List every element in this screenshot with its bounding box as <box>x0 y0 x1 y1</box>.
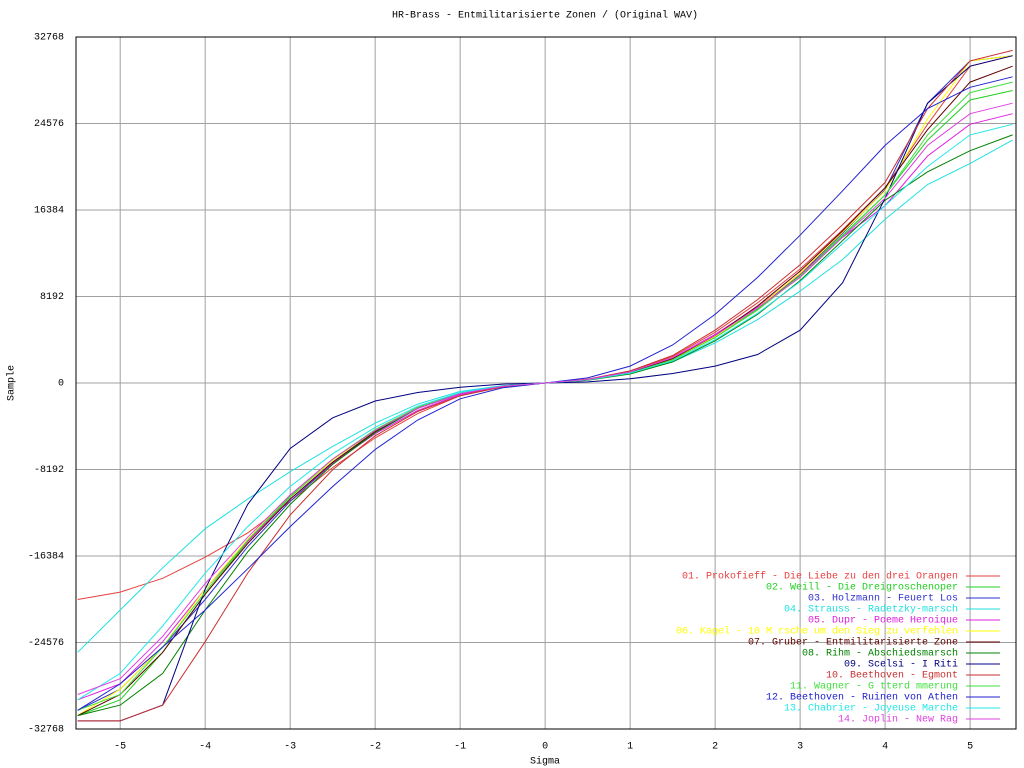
y-tick-label: 24576 <box>34 119 64 130</box>
legend-label: 02. Weill - Die Dreigroschenoper <box>766 582 958 594</box>
x-axis-label: Sigma <box>530 756 560 768</box>
legend-label: 12. Beethoven - Ruinen von Athen <box>766 692 958 704</box>
y-tick-label: 0 <box>58 379 64 390</box>
legend-label: 09. Scelsi - I Riti <box>844 659 958 671</box>
x-tick-label: -5 <box>114 742 126 753</box>
x-tick-label: -1 <box>454 742 466 753</box>
y-tick-label: -8192 <box>34 465 64 476</box>
legend: 01. Prokofieff - Die Liebe zu den drei O… <box>676 571 1000 726</box>
x-tick-label: 3 <box>797 742 803 753</box>
legend-label: 10. Beethoven - Egmont <box>826 670 958 682</box>
y-tick-label: 16384 <box>34 206 64 217</box>
x-tick-label: 4 <box>882 742 888 753</box>
legend-label: 06. Kagel - 10 M rsche um den Sieg zu ve… <box>676 626 958 638</box>
legend-label: 13. Chabrier - Joyeuse Marche <box>784 703 958 715</box>
legend-label: 14. Joplin - New Rag <box>838 714 958 726</box>
legend-label: 07. Gruber - Entmilitarisierte Zone <box>748 637 958 649</box>
x-tick-label: -2 <box>369 742 381 753</box>
x-tick-label: -3 <box>284 742 296 753</box>
legend-label: 01. Prokofieff - Die Liebe zu den drei O… <box>682 571 958 583</box>
x-tick-label: 5 <box>967 742 973 753</box>
x-tick-label: 1 <box>627 742 633 753</box>
y-tick-label: 8192 <box>40 292 64 303</box>
legend-label: 04. Strauss - Radetzky-marsch <box>784 604 958 616</box>
legend-label: 03. Holzmann - Feuert Los <box>808 593 958 605</box>
series-line <box>77 102 1013 695</box>
y-tick-label: -32768 <box>28 725 64 736</box>
plot-area <box>77 49 1013 722</box>
legend-label: 11. Wagner - G tterd mmerung <box>790 681 958 693</box>
x-tick-label: 2 <box>712 742 718 753</box>
y-tick-label: -16384 <box>28 552 64 563</box>
legend-label: 05. Dupr - Poeme Heroique <box>808 615 958 627</box>
chart-title: HR-Brass - Entmilitarisierte Zonen / (Or… <box>392 10 698 22</box>
y-axis-label: Sample <box>6 365 18 401</box>
y-tick-label: 32768 <box>34 33 64 44</box>
y-tick-label: -24576 <box>28 638 64 649</box>
legend-label: 08. Rihm - Abschiedsmarsch <box>802 648 958 660</box>
x-tick-label: 0 <box>542 742 548 753</box>
plot-frame <box>75 36 1017 730</box>
x-tick-label: -4 <box>199 742 211 753</box>
